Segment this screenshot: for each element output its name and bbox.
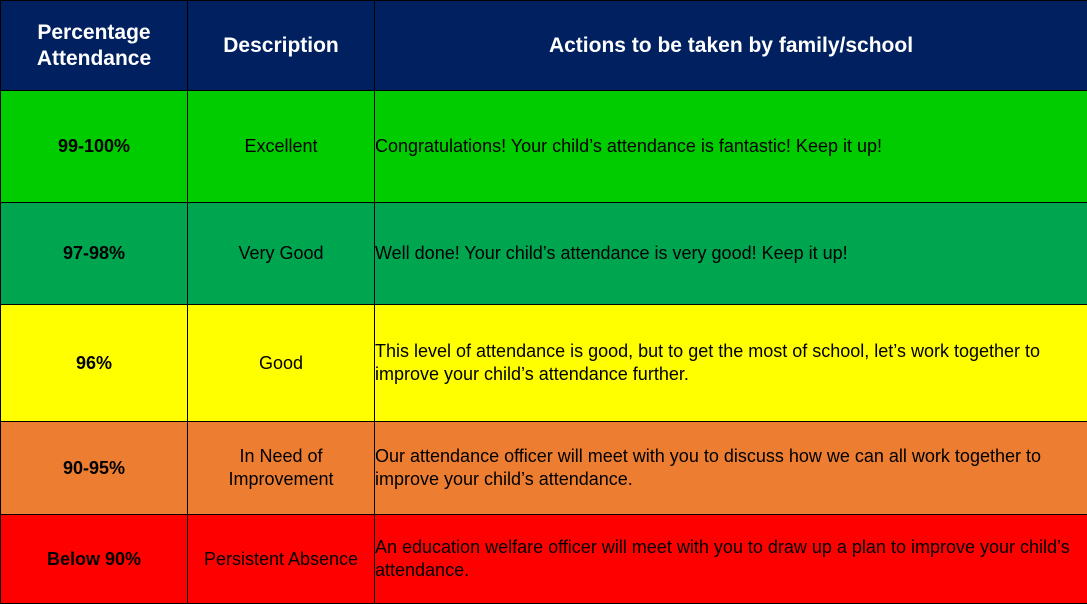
- description-cell: Very Good: [188, 203, 375, 305]
- header-description: Description: [188, 1, 375, 91]
- description-cell: In Need of Improvement: [188, 422, 375, 515]
- description-cell: Persistent Absence: [188, 515, 375, 604]
- header-actions: Actions to be taken by family/school: [375, 1, 1087, 91]
- description-cell: Excellent: [188, 91, 375, 203]
- percentage-cell: 96%: [1, 305, 188, 422]
- table-header-row: Percentage Attendance Description Action…: [1, 1, 1087, 91]
- percentage-cell: Below 90%: [1, 515, 188, 604]
- header-actions-label: Actions to be taken by family/school: [375, 33, 1087, 59]
- table-row-excellent: 99-100% Excellent Congratulations! Your …: [1, 91, 1087, 203]
- table-row-very-good: 97-98% Very Good Well done! Your child’s…: [1, 203, 1087, 305]
- table-row-good: 96% Good This level of attendance is goo…: [1, 305, 1087, 422]
- action-cell: This level of attendance is good, but to…: [375, 305, 1087, 422]
- action-cell: Well done! Your child’s attendance is ve…: [375, 203, 1087, 305]
- action-cell: Our attendance officer will meet with yo…: [375, 422, 1087, 515]
- percentage-cell: 90-95%: [1, 422, 188, 515]
- header-percentage-attendance: Percentage Attendance: [1, 1, 188, 91]
- header-percentage-label: Percentage Attendance: [1, 20, 187, 72]
- percentage-cell: 97-98%: [1, 203, 188, 305]
- table-row-persistent-absence: Below 90% Persistent Absence An educatio…: [1, 515, 1087, 604]
- percentage-cell: 99-100%: [1, 91, 188, 203]
- table-row-in-need-of-improvement: 90-95% In Need of Improvement Our attend…: [1, 422, 1087, 515]
- header-description-label: Description: [188, 33, 374, 59]
- action-cell: An education welfare officer will meet w…: [375, 515, 1087, 604]
- description-cell: Good: [188, 305, 375, 422]
- action-cell: Congratulations! Your child’s attendance…: [375, 91, 1087, 203]
